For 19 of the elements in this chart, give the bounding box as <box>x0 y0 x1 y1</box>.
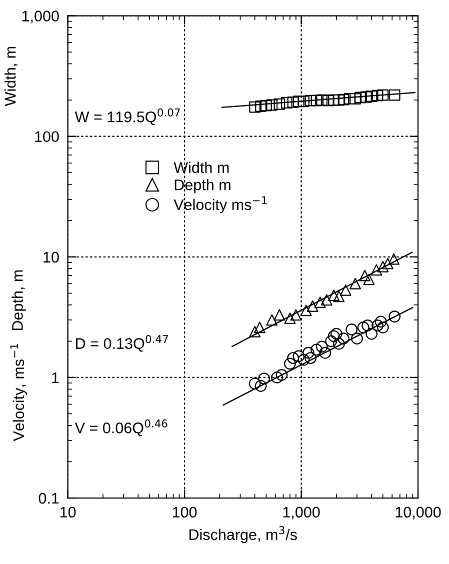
legend-label: Velocity ms$^{−1}$ <box>174 196 267 214</box>
annotation: D = 0.13Q$^{0.47}$ <box>76 335 168 352</box>
x-tick-label: 10,000 <box>396 506 441 520</box>
legend-label: Width m <box>174 162 229 173</box>
y-tick-label: 1,000 <box>22 10 59 24</box>
x-tick-label: 10 <box>60 506 76 518</box>
annotation: W = 119.5Q$^{0.07}$ <box>74 108 180 126</box>
y-axis-title: Width, m <box>4 46 18 106</box>
x-tick-label: 100 <box>172 506 197 518</box>
text: Depth, m <box>12 270 26 330</box>
x-axis-title: Discharge, m$^{3}$/s <box>189 526 297 544</box>
legend-label: Depth m <box>174 179 230 194</box>
y-tick-label: 1 <box>52 372 59 383</box>
y-tick-label: 10 <box>44 252 59 263</box>
y-tick-label: 0.1 <box>38 492 59 504</box>
y-tick-label: 100 <box>35 131 59 142</box>
x-tick-label: 1,000 <box>283 506 320 520</box>
text: Velocity, ms$^{−1}$ <box>10 344 28 442</box>
annotation: V = 0.06Q$^{0.46}$ <box>74 419 168 436</box>
